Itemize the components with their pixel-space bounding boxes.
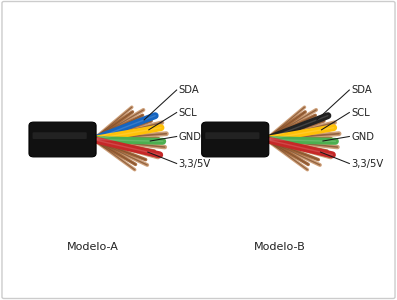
Text: SDA: SDA: [351, 85, 372, 95]
FancyBboxPatch shape: [33, 132, 87, 139]
Text: Modelo-A: Modelo-A: [67, 242, 119, 253]
Text: SCL: SCL: [351, 107, 370, 118]
Text: SDA: SDA: [179, 85, 199, 95]
Text: GND: GND: [351, 131, 374, 142]
Text: SCL: SCL: [179, 107, 197, 118]
Text: 3,3/5V: 3,3/5V: [179, 158, 211, 169]
Text: 3,3/5V: 3,3/5V: [351, 158, 384, 169]
FancyBboxPatch shape: [202, 122, 269, 157]
FancyBboxPatch shape: [29, 122, 96, 157]
Text: Modelo-B: Modelo-B: [254, 242, 306, 253]
FancyBboxPatch shape: [205, 132, 260, 139]
Text: GND: GND: [179, 131, 202, 142]
